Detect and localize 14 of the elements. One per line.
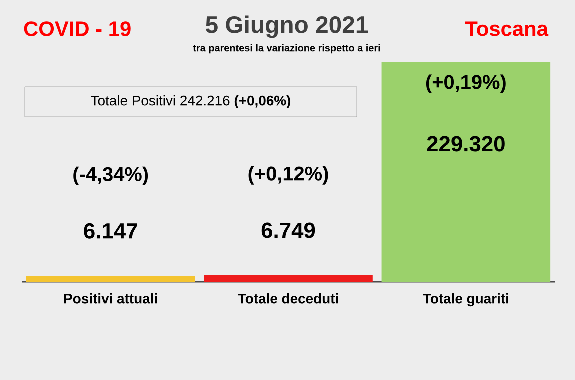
chart-subtitle: tra parentesi la variazione rispetto a ieri	[193, 44, 380, 54]
data-label: 6.749	[262, 222, 316, 238]
data-label: 6.147	[84, 223, 138, 239]
x-tick-label: Totale deceduti	[238, 294, 338, 304]
x-tick-label: Positivi attuali	[64, 294, 158, 304]
chart-title: 5 Giugno 2021	[206, 16, 368, 38]
annotation: Totale Positivi 242.216 (+0,06%)	[91, 95, 291, 108]
data-label: 229.320	[427, 136, 505, 152]
text: COVID - 19	[24, 22, 131, 36]
text: Toscana	[465, 22, 549, 36]
annotation: (+0,19%)	[426, 74, 506, 94]
annotation: (-4,34%)	[74, 166, 148, 186]
x-tick-label: Totale guariti	[423, 294, 508, 307]
annotation: (+0,12%)	[248, 166, 328, 185]
